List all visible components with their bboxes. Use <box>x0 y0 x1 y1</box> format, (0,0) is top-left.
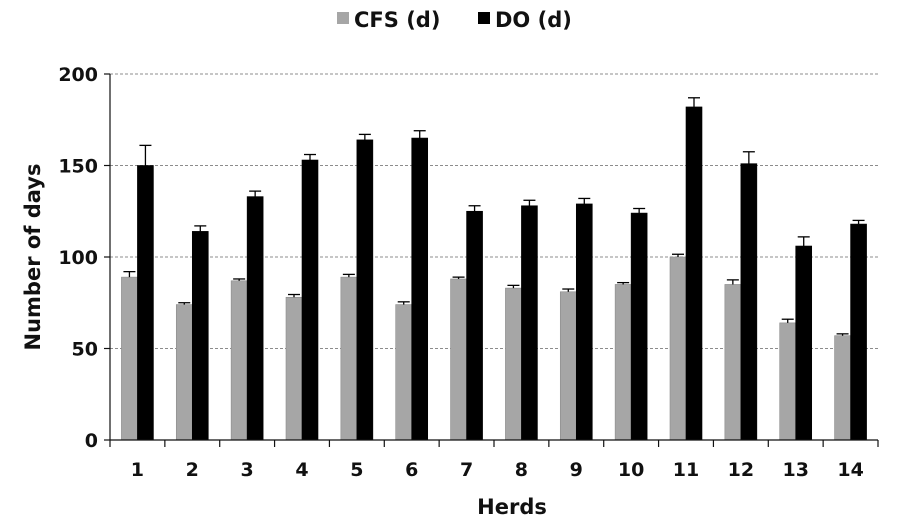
x-tick-label: 14 <box>837 459 863 481</box>
bar-do <box>466 210 483 441</box>
bar-do <box>191 231 209 441</box>
x-tick-label: 10 <box>618 459 644 481</box>
bar-do <box>137 165 154 441</box>
bar-cfs <box>614 284 632 441</box>
x-tick-label: 8 <box>515 459 528 481</box>
y-tick-label: 100 <box>58 247 98 269</box>
legend-swatch-do <box>478 12 490 24</box>
bar-cfs <box>121 276 138 441</box>
bar-cfs <box>450 278 467 441</box>
bar-do <box>411 137 429 441</box>
bar-cfs <box>175 304 193 441</box>
x-tick-label: 3 <box>241 459 254 481</box>
y-tick-label: 200 <box>58 64 98 86</box>
bar-cfs <box>559 291 577 441</box>
x-tick-label: 4 <box>295 459 308 481</box>
legend-label-do: DO (d) <box>495 8 572 32</box>
bar-cfs <box>779 322 797 441</box>
x-tick-label: 2 <box>186 459 199 481</box>
bar-do <box>630 212 648 441</box>
bar-cfs <box>834 335 851 441</box>
gridlines <box>110 73 878 349</box>
bar-do <box>521 205 538 441</box>
bar-do <box>246 196 264 441</box>
x-tick-label: 9 <box>570 459 583 481</box>
y-axis-title: Number of days <box>21 164 45 351</box>
bar-cfs <box>285 296 303 441</box>
bar-cfs <box>724 284 742 441</box>
bar-cfs <box>669 256 687 441</box>
legend-label-cfs: CFS (d) <box>354 8 440 32</box>
y-tick-label: 0 <box>85 430 98 452</box>
bar-do <box>850 223 867 441</box>
legend: CFS (d) DO (d) <box>337 8 572 32</box>
x-tick-label: 6 <box>405 459 418 481</box>
y-tick-label: 150 <box>58 156 98 178</box>
x-tick-label: 5 <box>350 459 363 481</box>
x-tick-label: 7 <box>460 459 473 481</box>
bar-cfs <box>505 287 522 441</box>
bar-do <box>740 163 758 441</box>
x-tick-label: 13 <box>782 459 808 481</box>
x-tick-label: 12 <box>728 459 754 481</box>
x-tick-label: 11 <box>673 459 699 481</box>
bar-cfs <box>340 276 358 441</box>
bar-do <box>301 159 319 441</box>
bar-do <box>356 139 374 441</box>
x-tick-label: 1 <box>131 459 144 481</box>
bar-do <box>795 245 813 441</box>
bar-cfs <box>230 280 248 441</box>
x-axis-title: Herds <box>477 495 547 519</box>
y-tick-label: 50 <box>72 339 98 361</box>
bars <box>121 97 867 441</box>
bar-cfs <box>395 304 413 441</box>
legend-swatch-cfs <box>337 12 349 24</box>
bar-do <box>685 106 703 441</box>
bar-do <box>575 203 593 441</box>
